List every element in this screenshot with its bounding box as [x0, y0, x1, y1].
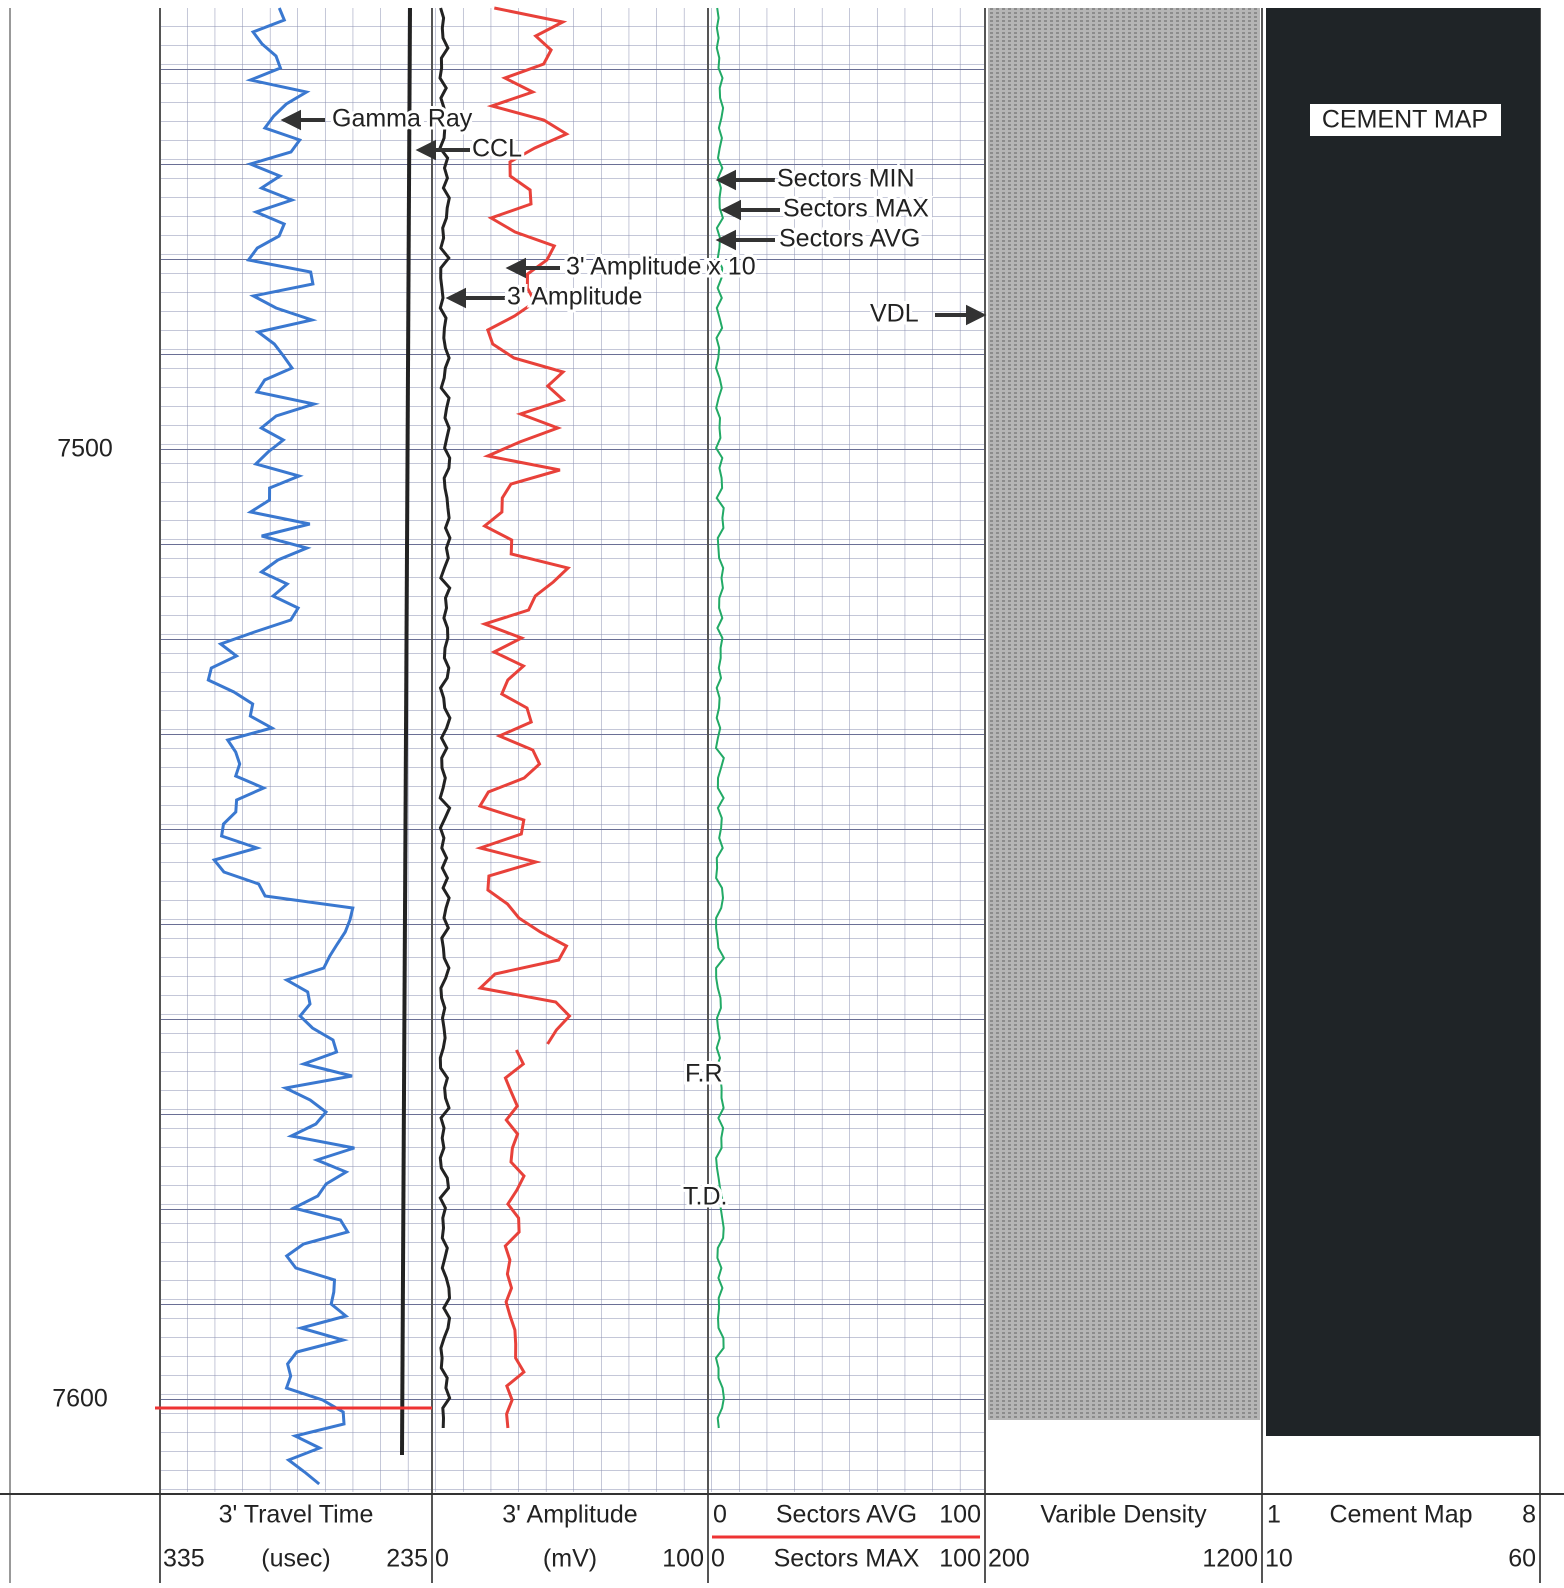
log-curve	[475, 6, 572, 1045]
depth-label: 7600	[52, 1385, 108, 1413]
track-scale: 0	[711, 1545, 725, 1573]
track-unit: (mV)	[543, 1545, 597, 1573]
track-scale: 200	[988, 1545, 1030, 1573]
label-box	[1310, 104, 1501, 136]
track-title: 3' Amplitude	[502, 1501, 637, 1529]
ccl-line	[400, 7, 412, 1456]
track-title: Sectors AVG	[776, 1501, 917, 1529]
track-scale: 1	[1267, 1501, 1281, 1529]
track-scale: 0	[713, 1501, 727, 1529]
annotation: Sectors AVG	[779, 225, 920, 253]
track-title: Varible Density	[1040, 1501, 1207, 1529]
arrows	[280, 109, 987, 326]
track-title: Cement Map	[1329, 1501, 1472, 1529]
log-curve	[206, 7, 355, 1486]
track-scale: 10	[1265, 1545, 1293, 1573]
track-scale: 235	[386, 1545, 428, 1573]
track-scale: 100	[662, 1545, 704, 1573]
vdl-image	[988, 8, 1260, 1420]
annotation: T.D.	[683, 1183, 727, 1211]
annotation: Gamma Ray	[332, 105, 473, 133]
annotation: F.R	[685, 1060, 723, 1088]
annotation: 3' Amplitude	[507, 283, 642, 311]
track-title: 3' Travel Time	[219, 1501, 374, 1529]
log-curve	[438, 7, 452, 1429]
track-scale: 1200	[1202, 1545, 1258, 1573]
track-scale: 8	[1522, 1501, 1536, 1529]
cement-map	[1266, 8, 1540, 1436]
track-scale: 100	[939, 1501, 981, 1529]
annotation: Sectors MIN	[777, 165, 915, 193]
track-unit: Sectors MAX	[774, 1545, 920, 1573]
annotation: CEMENT MAP	[1322, 106, 1488, 134]
depth-label: 7500	[57, 435, 113, 463]
annotation: CCL	[472, 135, 522, 163]
log-curve	[714, 7, 726, 1429]
track-scale: 100	[939, 1545, 981, 1573]
track-scale: 60	[1508, 1545, 1536, 1573]
track-scale: 335	[163, 1545, 205, 1573]
track-unit: (usec)	[261, 1545, 330, 1573]
annotation: Sectors MAX	[783, 195, 929, 223]
annotation: VDL	[870, 300, 919, 328]
track-scale: 0	[435, 1545, 449, 1573]
log-curve	[503, 1049, 526, 1429]
grid-major	[160, 8, 985, 1492]
annotation: 3' Amplitude x 10	[566, 253, 756, 281]
